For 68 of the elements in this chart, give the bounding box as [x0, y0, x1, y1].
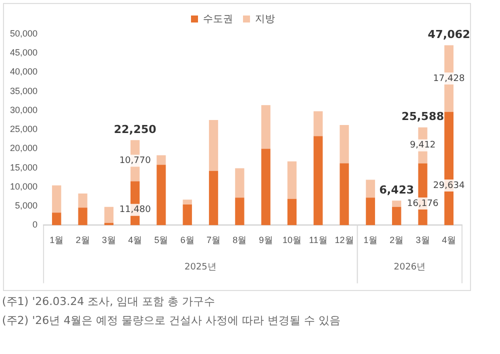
y-tick-label: 0 [32, 220, 38, 230]
data-label: 11,480 [119, 205, 152, 216]
x-tick-label: 4월 [128, 235, 142, 246]
y-tick-label: 20,000 [10, 143, 38, 154]
x-tick-label: 9월 [258, 235, 273, 246]
bar [340, 163, 349, 226]
legend-label: 지방 [255, 14, 275, 25]
x-tick-label: 1월 [50, 235, 64, 246]
bar [52, 185, 62, 213]
y-tick-label: 45,000 [10, 48, 38, 58]
y-tick-label: 30,000 [10, 104, 38, 115]
text: (주1) '26.03.24 조사, 임대 포함 총 가구수 [2, 294, 216, 310]
bar [366, 180, 376, 198]
y-tick-label: 25,000 [10, 124, 38, 134]
bar [366, 198, 376, 226]
bar [78, 208, 88, 226]
bar [104, 206, 114, 223]
bar [156, 164, 166, 226]
y-tick-label: 35,000 [10, 86, 38, 96]
bar [235, 168, 244, 198]
bar [287, 198, 297, 226]
legend-label: 수도권 [203, 14, 233, 25]
bar [182, 200, 192, 205]
y-tick-label: 15,000 [10, 162, 38, 172]
data-label: 29,634 [433, 180, 465, 191]
bar [392, 200, 402, 207]
y-tick-label: 5,000 [14, 200, 38, 211]
bar [182, 204, 192, 226]
total-label: 25,588 [402, 110, 444, 124]
text: 2025년 [184, 262, 216, 273]
total-label: 47,062 [428, 28, 470, 42]
bar [52, 212, 62, 226]
bar [208, 120, 218, 171]
x-tick-label: 8월 [232, 235, 247, 246]
bar [392, 206, 402, 226]
x-tick-label: 1월 [363, 235, 378, 246]
y-tick-label: 40,000 [10, 66, 38, 77]
bar [314, 111, 323, 136]
x-tick-label: 3월 [102, 235, 116, 246]
bar [287, 161, 297, 199]
text: (주2) '26년 4월은 예정 물량으로 건설사 사정에 따라 변경될 수 있음 [2, 313, 341, 329]
data-label: 17,428 [433, 74, 465, 84]
x-tick-label: 10월 [282, 235, 302, 246]
data-label: 9,412 [410, 140, 436, 151]
bar [261, 148, 270, 226]
x-tick-label: 4월 [442, 235, 456, 246]
data-label: 10,770 [119, 156, 152, 166]
bar [235, 198, 244, 226]
data-label: 16,176 [407, 198, 439, 209]
total-label: 6,423 [379, 184, 414, 196]
x-tick-label: 5월 [154, 235, 168, 246]
x-tick-label: 2월 [390, 235, 404, 246]
bar [261, 105, 270, 149]
bar [156, 155, 166, 165]
bar [340, 125, 349, 164]
bar [208, 170, 218, 226]
x-tick-label: 11월 [308, 235, 328, 246]
x-tick-label: 3월 [416, 235, 430, 246]
x-tick-label: 12월 [334, 235, 354, 246]
x-tick-label: 2월 [76, 235, 90, 246]
x-tick-label: 6월 [180, 235, 194, 246]
text: 2026년 [394, 262, 426, 273]
bar [78, 193, 88, 208]
x-tick-label: 7월 [206, 235, 221, 246]
total-label: 22,250 [114, 122, 157, 136]
bar [314, 136, 323, 226]
y-tick-label: 10,000 [10, 181, 38, 192]
y-tick-label: 50,000 [10, 28, 38, 38]
